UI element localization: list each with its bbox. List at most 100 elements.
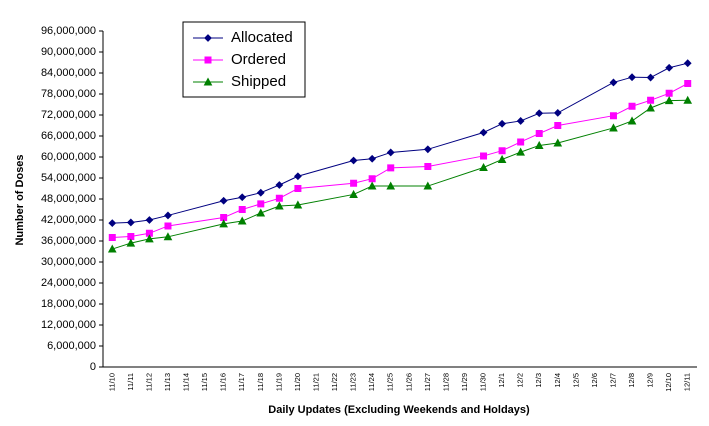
y-tick-label: 30,000,000 <box>41 256 96 268</box>
marker <box>145 229 153 237</box>
legend-label: Allocated <box>231 29 293 46</box>
y-tick-label: 84,000,000 <box>41 67 96 79</box>
marker <box>256 208 266 217</box>
marker <box>294 185 302 192</box>
marker <box>126 218 135 227</box>
x-tick-label: 12/7 <box>608 373 617 388</box>
marker <box>628 102 636 110</box>
marker <box>647 96 655 104</box>
legend-label: Shipped <box>231 73 286 90</box>
x-tick-label: 11/11 <box>126 373 135 391</box>
y-tick-label: 42,000,000 <box>41 214 96 226</box>
y-tick-label: 72,000,000 <box>41 109 96 121</box>
marker <box>609 78 618 87</box>
marker <box>275 181 284 189</box>
y-tick-label: 60,000,000 <box>41 151 96 163</box>
y-tick-label: 36,000,000 <box>41 235 96 247</box>
x-tick-label: 11/22 <box>330 373 339 391</box>
x-tick-label: 12/5 <box>571 373 580 388</box>
marker <box>293 200 303 209</box>
marker <box>627 116 637 125</box>
x-tick-label: 12/3 <box>534 373 543 388</box>
marker <box>163 232 173 241</box>
marker <box>108 234 116 241</box>
marker <box>683 59 692 68</box>
y-tick-label: 24,000,000 <box>41 277 96 289</box>
y-tick-label: 90,000,000 <box>41 46 96 58</box>
marker <box>349 156 358 165</box>
x-tick-label: 11/13 <box>163 373 172 391</box>
y-tick-label: 6,000,000 <box>47 340 96 352</box>
x-tick-label: 12/4 <box>553 373 562 388</box>
marker <box>107 244 117 253</box>
marker <box>349 189 358 198</box>
y-tick-label: 48,000,000 <box>41 193 96 205</box>
marker <box>275 201 284 210</box>
y-axis-label: Number of Doses <box>14 154 26 245</box>
marker <box>516 117 525 125</box>
marker <box>480 152 488 160</box>
x-tick-label: 12/11 <box>683 373 692 391</box>
y-tick-label: 66,000,000 <box>41 130 96 142</box>
marker <box>683 95 693 104</box>
series-line <box>112 83 688 238</box>
marker <box>164 211 172 220</box>
series-line <box>112 99 688 250</box>
marker <box>275 194 283 202</box>
x-tick-label: 11/20 <box>293 373 302 391</box>
marker <box>238 206 246 213</box>
y-tick-label: 0 <box>90 361 96 373</box>
marker <box>609 123 618 132</box>
x-tick-label: 12/9 <box>646 373 655 388</box>
marker <box>293 172 302 181</box>
marker <box>204 34 212 42</box>
marker <box>424 162 432 170</box>
x-tick-label: 11/17 <box>237 373 246 391</box>
marker <box>368 154 377 163</box>
marker <box>203 77 213 86</box>
marker <box>219 196 228 205</box>
marker <box>534 140 544 149</box>
x-tick-label: 11/30 <box>479 373 488 391</box>
x-tick-label: 12/2 <box>516 373 525 388</box>
marker <box>350 179 358 187</box>
y-tick-label: 18,000,000 <box>41 298 96 310</box>
marker <box>516 147 525 156</box>
marker <box>367 181 377 190</box>
marker <box>535 130 543 138</box>
marker <box>257 200 265 208</box>
x-tick-label: 11/10 <box>107 373 116 391</box>
x-axis-label: Daily Updates (Excluding Weekends and Ho… <box>268 404 530 416</box>
x-tick-label: 11/21 <box>311 373 320 391</box>
x-tick-label: 12/1 <box>497 373 506 388</box>
marker <box>684 80 692 87</box>
marker <box>127 232 135 240</box>
x-tick-label: 11/12 <box>144 373 153 391</box>
x-tick-label: 11/25 <box>386 373 395 391</box>
x-tick-label: 11/23 <box>349 373 358 391</box>
marker <box>664 96 674 105</box>
x-tick-label: 11/16 <box>219 373 228 391</box>
x-tick-label: 12/10 <box>664 373 673 392</box>
marker <box>204 56 212 64</box>
marker <box>535 109 544 118</box>
marker <box>164 222 172 230</box>
marker <box>423 181 433 190</box>
x-tick-label: 11/14 <box>182 373 191 391</box>
marker <box>646 103 655 112</box>
marker <box>145 234 154 243</box>
y-tick-label: 96,000,000 <box>41 25 96 37</box>
x-tick-label: 11/24 <box>367 373 376 391</box>
marker <box>665 63 674 72</box>
marker <box>108 219 117 228</box>
marker <box>238 193 247 202</box>
marker <box>646 73 655 82</box>
marker <box>498 147 506 155</box>
legend-label: Ordered <box>231 51 286 68</box>
x-tick-label: 11/19 <box>274 373 283 391</box>
x-tick-label: 11/29 <box>460 373 469 391</box>
y-tick-label: 12,000,000 <box>41 319 96 331</box>
marker <box>479 162 488 171</box>
x-tick-label: 11/18 <box>256 373 265 391</box>
marker <box>628 73 636 82</box>
